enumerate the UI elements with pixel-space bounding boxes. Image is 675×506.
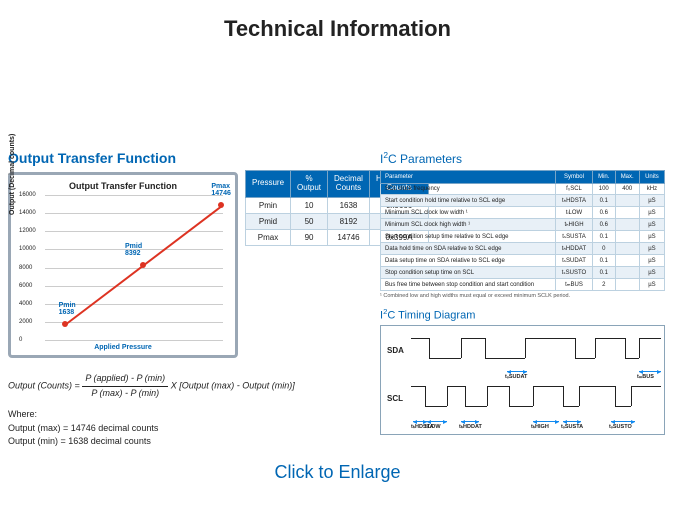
enlarge-link[interactable]: Click to Enlarge	[0, 462, 675, 483]
formula-lhs: Output (Counts) =	[8, 380, 80, 390]
timing-marker: tₛSUDAT	[505, 374, 527, 380]
table-row: Bus free time between stop condition and…	[381, 279, 665, 291]
scl-label: SCL	[387, 394, 403, 403]
formula-l2: Output (min) = 1638 decimal counts	[8, 435, 328, 449]
otf-chart: Output Transfer Function Output (Decimal…	[8, 172, 238, 358]
table-row: Data setup time on SDA relative to SCL e…	[381, 255, 665, 267]
table-row: Start condition hold time relative to SC…	[381, 195, 665, 207]
timing-marker: tₛSUSTO	[609, 424, 632, 430]
formula-block: Output (Counts) = P (applied) - P (min) …	[8, 372, 328, 449]
timing-heading: I2C Timing Diagram	[380, 307, 665, 322]
chart-point-label: Pmid8392	[125, 243, 142, 257]
chart-title: Output Transfer Function	[17, 181, 229, 191]
timing-marker: tₘBUS	[637, 374, 654, 380]
table-row: Data hold time on SDA relative to SCL ed…	[381, 243, 665, 255]
timing-marker: tₕHDDAT	[459, 424, 482, 430]
timing-marker: tₗLOW	[425, 424, 441, 430]
formula-where: Where:	[8, 408, 328, 422]
table-row: SCL clock frequencyf₀SCL100400kHz	[381, 184, 665, 195]
timing-marker: tₛSUSTA	[561, 424, 583, 430]
i2c-table: ParameterSymbolMin.Max.Units SCL clock f…	[380, 170, 665, 291]
table-row: Start condition setup time relative to S…	[381, 231, 665, 243]
chart-point-label: Pmin1638	[59, 302, 76, 316]
right-column: I2C Parameters ParameterSymbolMin.Max.Un…	[380, 150, 665, 435]
timing-diagram: SDA SCL tₕHDSTAtₗLOWtₕHDDATtₛSUDATtₕHIGH…	[380, 325, 665, 435]
chart-xlabel: Applied Pressure	[17, 344, 229, 351]
formula-rhs: X [Output (max) - Output (min)]	[171, 380, 295, 390]
page-title: Technical Information	[0, 0, 675, 50]
chart-ylabel: Output (Decimal counts)	[9, 134, 16, 215]
formula-den: P (max) - P (min)	[82, 387, 168, 401]
otf-heading: Output Transfer Function	[8, 150, 328, 166]
chart-point-label: Pmax14746	[211, 183, 230, 197]
formula-num: P (applied) - P (min)	[82, 372, 168, 387]
sda-label: SDA	[387, 346, 404, 355]
table-row: Minimum SCL clock high width ¹tₕHIGH0.6µ…	[381, 219, 665, 231]
table-row: Stop condition setup time on SCLtₛSUSTO0…	[381, 267, 665, 279]
i2c-heading: I2C Parameters	[380, 150, 665, 166]
i2c-footnote: ¹ Combined low and high widths must equa…	[380, 293, 665, 299]
timing-marker: tₕHIGH	[531, 424, 549, 430]
table-row: Minimum SCL clock low width ¹tₗLOW0.6µS	[381, 207, 665, 219]
formula-l1: Output (max) = 14746 decimal counts	[8, 422, 328, 436]
